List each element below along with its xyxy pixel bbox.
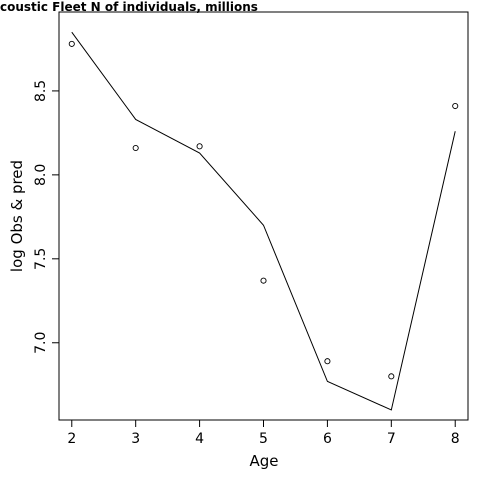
x-tick-label: 4 [195,431,204,447]
observed-point [324,358,331,365]
x-axis-label: Age [249,452,278,470]
observed-point [260,277,267,284]
series-layer [68,31,459,411]
x-tick-label: 6 [323,431,332,447]
predicted-line [71,31,456,411]
observed-point [68,40,75,47]
y-tick-label: 8.0 [33,164,49,186]
y-tick-label: 8.5 [33,80,49,102]
plot-frame [58,11,469,421]
x-tick-label: 2 [67,431,76,447]
y-tick-label: 7.0 [33,332,49,354]
x-tick-label: 8 [451,431,460,447]
x-tick-label: 5 [259,431,268,447]
y-tick-label: 7.5 [33,248,49,270]
observed-point [132,144,139,152]
x-axis: 2 3 4 5 6 7 8 [67,419,460,447]
observed-point [452,102,459,110]
observed-point [196,143,203,150]
y-axis-label: log Obs & pred [8,160,26,272]
x-tick-label: 7 [387,431,396,447]
chart-title: coustic Fleet N of individuals, millions [0,0,258,14]
x-tick-label: 3 [131,431,140,447]
observed-point [388,373,395,380]
y-axis: 7.0 7.5 8.0 8.5 [33,80,60,354]
